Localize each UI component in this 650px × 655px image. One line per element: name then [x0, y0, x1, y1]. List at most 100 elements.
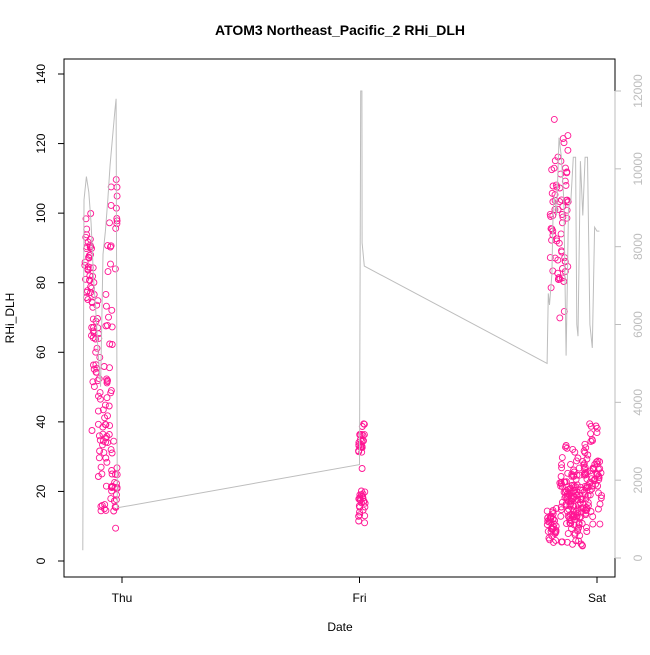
data-point: [552, 528, 560, 536]
data-point: [550, 115, 558, 123]
data-point: [110, 437, 118, 445]
data-point: [81, 258, 89, 266]
chart-title: ATOM3 Northeast_Pacific_2 RHi_DLH: [215, 22, 465, 38]
y-tick-label: 100: [34, 203, 48, 223]
data-point: [94, 473, 102, 480]
data-point: [578, 520, 586, 527]
data-point: [589, 513, 597, 521]
data-point: [574, 496, 582, 503]
data-point: [563, 214, 571, 222]
data-point: [82, 215, 90, 223]
data-point: [106, 364, 113, 372]
data-point: [94, 407, 102, 415]
y2-tick-label: 4000: [631, 389, 645, 416]
data-point: [86, 235, 94, 243]
data-point: [594, 482, 602, 490]
data-point: [107, 446, 115, 454]
data-point: [548, 189, 556, 197]
y-tick-label: 20: [34, 484, 48, 498]
data-point: [108, 449, 116, 457]
data-point: [570, 482, 578, 490]
data-point: [571, 531, 579, 539]
data-point: [358, 465, 366, 472]
data-point: [103, 394, 111, 402]
data-point: [551, 517, 559, 524]
data-point: [595, 476, 603, 484]
data-point: [554, 275, 562, 283]
data-point: [95, 375, 103, 383]
data-point: [583, 528, 591, 535]
data-point: [560, 139, 568, 147]
data-point: [577, 486, 584, 494]
data-point: [108, 487, 116, 495]
data-point: [587, 430, 595, 438]
data-point: [543, 507, 551, 515]
data-point: [96, 389, 104, 397]
data-point: [574, 524, 582, 532]
data-point: [108, 483, 116, 491]
data-point: [576, 532, 584, 540]
data-point: [102, 322, 110, 330]
data-point: [88, 427, 96, 434]
data-point: [106, 219, 113, 227]
data-point: [573, 512, 581, 520]
data-point: [549, 182, 557, 190]
data-point: [570, 466, 578, 474]
data-point: [102, 506, 110, 514]
data-point: [564, 132, 572, 140]
data-point: [104, 268, 112, 276]
data-point: [582, 444, 590, 452]
data-point: [103, 458, 111, 466]
altitude-line: [82, 90, 600, 551]
data-point: [108, 341, 116, 348]
points-layer: [81, 115, 606, 550]
data-point: [570, 521, 578, 529]
data-point: [113, 183, 121, 191]
data-point: [567, 460, 574, 468]
data-point: [355, 517, 363, 525]
data-point: [113, 192, 121, 200]
data-point: [558, 464, 566, 472]
altitude-line-layer: [82, 90, 600, 551]
data-point: [549, 515, 557, 523]
data-point: [108, 467, 116, 474]
data-point: [588, 475, 595, 483]
data-point: [100, 449, 108, 457]
data-point: [573, 471, 581, 479]
data-point: [86, 272, 94, 280]
data-point: [88, 332, 95, 340]
data-point: [110, 507, 118, 515]
y-tick-label: 0: [34, 557, 48, 564]
data-point: [107, 495, 115, 503]
data-point: [93, 344, 101, 352]
data-point: [355, 438, 363, 446]
data-point: [105, 402, 113, 410]
data-point: [105, 431, 113, 438]
data-point: [558, 211, 566, 218]
data-point: [113, 217, 121, 225]
data-point: [583, 524, 590, 532]
data-point: [563, 169, 571, 177]
data-point: [92, 335, 99, 343]
data-point: [556, 314, 564, 322]
data-point: [558, 461, 565, 469]
data-point: [95, 392, 102, 400]
data-point: [582, 506, 589, 514]
data-point: [88, 324, 96, 331]
data-point: [566, 511, 574, 519]
data-point: [103, 379, 111, 387]
data-point: [554, 269, 562, 277]
data-point: [573, 481, 581, 489]
data-point: [108, 470, 116, 478]
data-point: [112, 224, 120, 232]
data-point: [562, 442, 570, 449]
data-point: [594, 505, 602, 513]
data-point: [102, 421, 110, 429]
data-point: [98, 501, 106, 509]
data-point: [92, 348, 100, 356]
data-point: [564, 469, 572, 477]
data-point: [360, 497, 367, 505]
data-point: [100, 505, 108, 513]
data-point: [568, 470, 576, 478]
data-point: [550, 164, 558, 172]
